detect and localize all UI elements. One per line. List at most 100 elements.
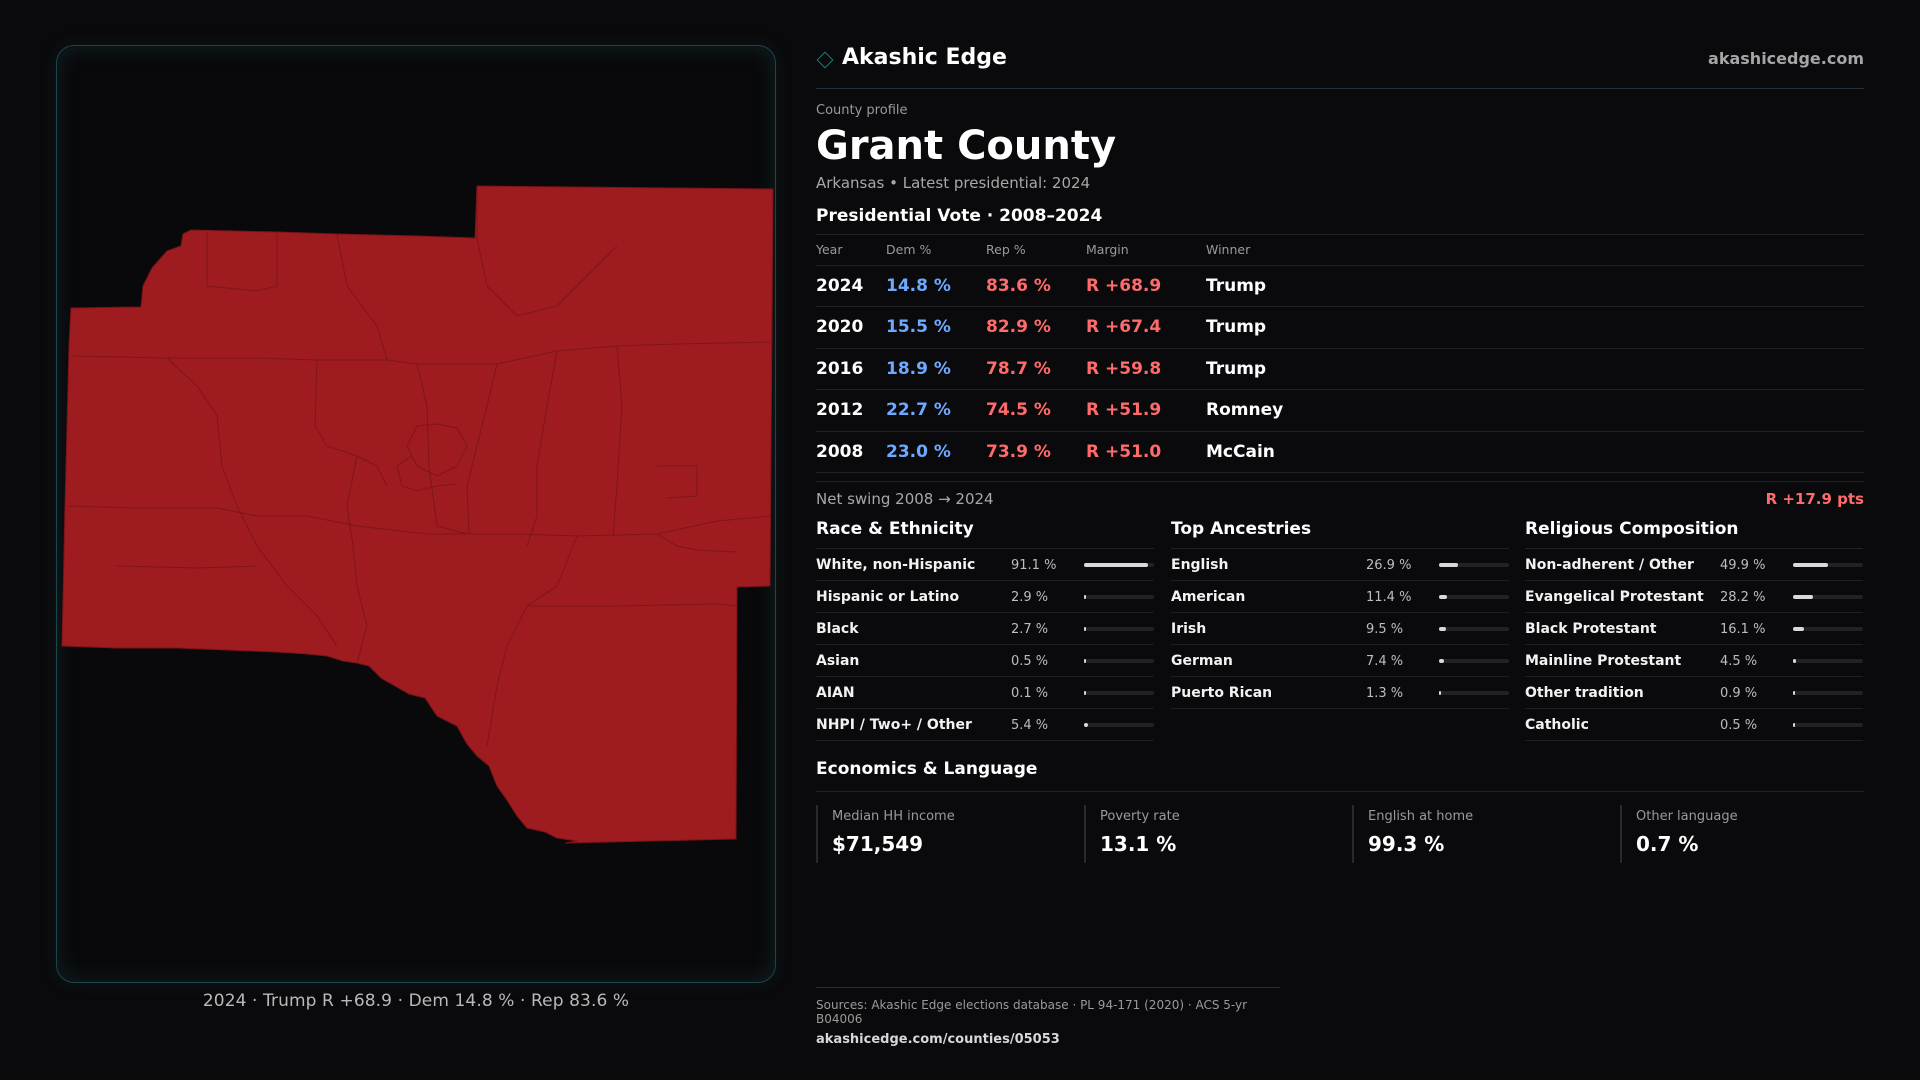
stat-bar-fill <box>1084 627 1086 631</box>
precinct-boundaries <box>68 186 774 747</box>
list-item: White, non-Hispanic 91.1 % <box>816 549 1154 581</box>
stat-name: NHPI / Two+ / Other <box>816 717 972 733</box>
stat-bar-fill <box>1793 723 1795 727</box>
top-ancestries-title: Top Ancestries <box>1171 517 1509 549</box>
list-item: Black Protestant 16.1 % <box>1525 613 1863 645</box>
stat-value: 1.3 % <box>1366 686 1404 701</box>
stat-bar-fill <box>1793 595 1813 599</box>
stat-value: 2.9 % <box>1011 590 1049 605</box>
stat-bar-track <box>1439 563 1509 567</box>
list-item: Irish 9.5 % <box>1171 613 1509 645</box>
table-row: 2012 22.7 % 74.5 % R +51.9 Romney <box>816 389 1864 432</box>
stat-card-label: Other language <box>1636 809 1738 824</box>
religious-composition-title: Religious Composition <box>1525 517 1863 549</box>
list-item: American 11.4 % <box>1171 581 1509 613</box>
cell-year: 2020 <box>816 306 886 349</box>
stat-bar-track <box>1084 691 1154 695</box>
stat-bar-track <box>1793 691 1863 695</box>
county-profile-panel: Akashic Edge akashicedge.com County prof… <box>816 45 1864 1047</box>
cell-margin: R +68.9 <box>1086 265 1206 307</box>
cell-winner: Romney <box>1206 389 1864 432</box>
page-title: Grant County <box>816 123 1117 169</box>
stat-bar-fill <box>1793 627 1805 631</box>
stat-value: 11.4 % <box>1366 590 1412 605</box>
stat-name: Catholic <box>1525 717 1589 733</box>
stat-name: Evangelical Protestant <box>1525 589 1704 605</box>
cell-year: 2024 <box>816 265 886 307</box>
list-item: German 7.4 % <box>1171 645 1509 677</box>
cell-rep: 73.9 % <box>986 431 1086 473</box>
stat-bar-fill <box>1439 659 1445 663</box>
religious-composition-panel: Religious Composition Non-adherent / Oth… <box>1525 517 1863 741</box>
stat-name: Black Protestant <box>1525 621 1657 637</box>
stat-card-label: Median HH income <box>832 809 955 824</box>
stat-name: Non-adherent / Other <box>1525 557 1694 573</box>
table-row: 2024 14.8 % 83.6 % R +68.9 Trump <box>816 265 1864 307</box>
list-item: Asian 0.5 % <box>816 645 1154 677</box>
cell-dem: 14.8 % <box>886 265 986 307</box>
county-map-panel[interactable] <box>56 45 776 983</box>
stat-card-median-income: Median HH income $71,549 <box>816 805 1078 863</box>
stat-bar-track <box>1793 595 1863 599</box>
profile-subtitle: Arkansas • Latest presidential: 2024 <box>816 174 1091 192</box>
cell-margin: R +59.8 <box>1086 348 1206 390</box>
vote-table-header: Year Dem % Rep % Margin Winner <box>816 235 1864 266</box>
stat-card-label: English at home <box>1368 809 1474 824</box>
stat-bar-track <box>1793 563 1863 567</box>
county-map[interactable] <box>57 46 776 983</box>
economics-cards: Median HH income $71,549 Poverty rate 13… <box>816 805 1864 867</box>
stat-bar-fill <box>1439 595 1447 599</box>
list-item: Puerto Rican 1.3 % <box>1171 677 1509 709</box>
cell-dem: 18.9 % <box>886 348 986 390</box>
stat-bar-track <box>1084 563 1154 567</box>
stat-bar-track <box>1084 659 1154 663</box>
county-shape[interactable] <box>61 185 774 844</box>
vote-table: Year Dem % Rep % Margin Winner 2024 14.8… <box>816 235 1864 473</box>
source-link[interactable]: akashicedge.com/counties/05053 <box>816 1032 1060 1047</box>
cell-dem: 23.0 % <box>886 431 986 473</box>
table-row: 2016 18.9 % 78.7 % R +59.8 Trump <box>816 348 1864 390</box>
profile-kicker: County profile <box>816 103 908 118</box>
demographics-section: Race & Ethnicity White, non-Hispanic 91.1… <box>816 517 1864 757</box>
stat-card-value: 0.7 % <box>1636 832 1699 856</box>
stat-bar-track <box>1439 627 1509 631</box>
stat-name: White, non-Hispanic <box>816 557 976 573</box>
stat-bar-fill <box>1793 659 1797 663</box>
col-winner: Winner <box>1206 235 1864 266</box>
stat-name: German <box>1171 653 1233 669</box>
table-row: 2008 23.0 % 73.9 % R +51.0 McCain <box>816 431 1864 473</box>
list-item: Non-adherent / Other 49.9 % <box>1525 549 1863 581</box>
stat-value: 26.9 % <box>1366 558 1412 573</box>
list-item: Catholic 0.5 % <box>1525 709 1863 741</box>
cell-rep: 83.6 % <box>986 265 1086 307</box>
stat-bar-fill <box>1439 563 1458 567</box>
stat-bar-fill <box>1439 691 1441 695</box>
stat-bar-track <box>1793 659 1863 663</box>
stat-value: 16.1 % <box>1720 622 1766 637</box>
list-item: Evangelical Protestant 28.2 % <box>1525 581 1863 613</box>
list-item: Mainline Protestant 4.5 % <box>1525 645 1863 677</box>
net-swing-label: Net swing 2008 → 2024 <box>816 490 994 508</box>
col-rep: Rep % <box>986 235 1086 266</box>
stat-card-english-at-home: English at home 99.3 % <box>1352 805 1614 863</box>
list-item: English 26.9 % <box>1171 549 1509 581</box>
stat-bar-track <box>1439 659 1509 663</box>
col-year: Year <box>816 235 886 266</box>
stat-value: 91.1 % <box>1011 558 1057 573</box>
stat-bar-fill <box>1439 627 1446 631</box>
table-row: 2020 15.5 % 82.9 % R +67.4 Trump <box>816 306 1864 349</box>
stat-name: Puerto Rican <box>1171 685 1273 701</box>
stat-name: Black <box>816 621 859 637</box>
stat-card-poverty-rate: Poverty rate 13.1 % <box>1084 805 1346 863</box>
header: Akashic Edge akashicedge.com <box>816 45 1864 89</box>
stat-bar-fill <box>1084 595 1087 599</box>
col-dem: Dem % <box>886 235 986 266</box>
list-item: Other tradition 0.9 % <box>1525 677 1863 709</box>
cell-winner: Trump <box>1206 265 1864 307</box>
diamond-icon <box>816 51 834 69</box>
brand-name[interactable]: Akashic Edge <box>842 45 1007 70</box>
cell-margin: R +51.0 <box>1086 431 1206 473</box>
brand-url[interactable]: akashicedge.com <box>1708 49 1864 68</box>
stat-value: 0.9 % <box>1720 686 1758 701</box>
list-item: Hispanic or Latino 2.9 % <box>816 581 1154 613</box>
